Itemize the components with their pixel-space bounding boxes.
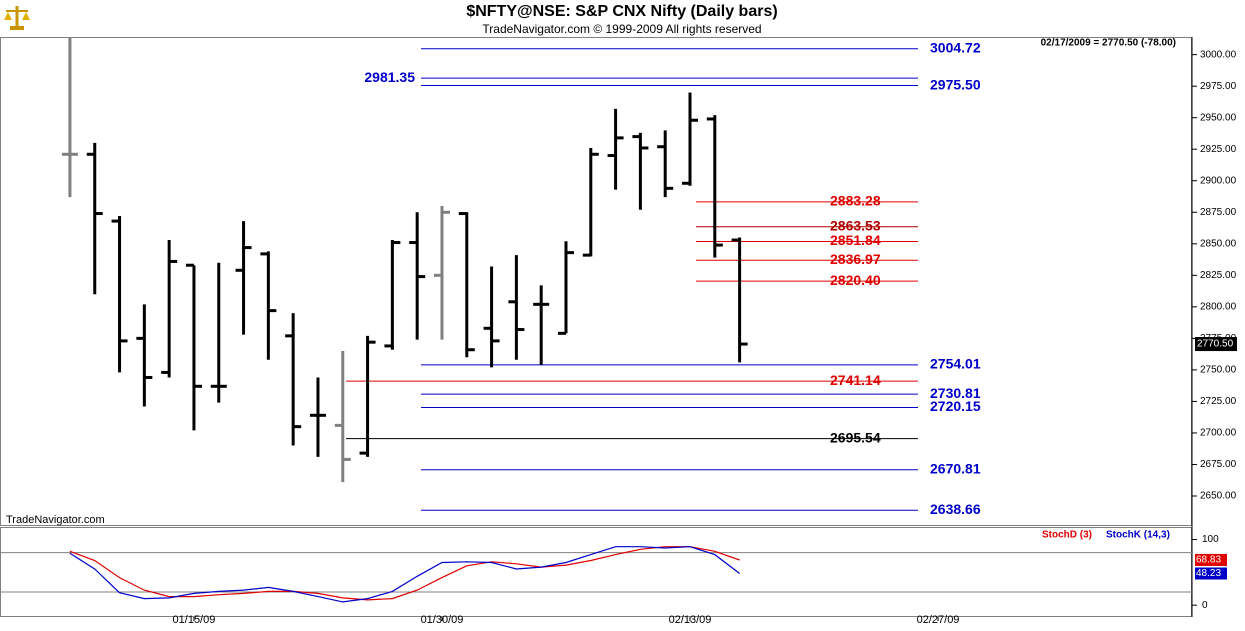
y-tick-label: 2875.00: [1200, 207, 1237, 218]
value-tag: [1195, 567, 1227, 580]
stoch-line: [69, 546, 740, 601]
value-tag-label: 48.23: [1196, 568, 1221, 579]
level-label: 2981.35: [364, 69, 415, 85]
value-tag-label: 68.83: [1196, 555, 1221, 566]
price-panel: [0, 37, 1192, 526]
y-tick-label: 2850.00: [1200, 238, 1237, 249]
level-label: 2720.15: [930, 398, 981, 414]
stoch-panel: [0, 527, 1192, 617]
value-tag: [1195, 553, 1227, 566]
y-tick-label: 100: [1202, 534, 1219, 545]
last-price-tag: [1195, 337, 1237, 352]
level-label: 2754.01: [930, 356, 981, 372]
x-tick-label: 02/27/09: [917, 614, 960, 626]
level-label: 2695.54: [830, 429, 881, 445]
logo: [2, 2, 32, 32]
y-tick-label: 0: [1202, 600, 1208, 611]
x-tick-label: 01/30/09: [421, 614, 464, 626]
y-tick-label: 2750.00: [1200, 365, 1237, 376]
y-tick-label: 2675.00: [1200, 459, 1237, 470]
level-label: 2638.66: [930, 501, 981, 517]
legend-label: StochK (14,3): [1106, 530, 1170, 541]
level-label: 2836.97: [830, 251, 881, 267]
watermark: TradeNavigator.com: [6, 514, 105, 526]
y-tick-label: 2725.00: [1200, 396, 1237, 407]
chart-title: $NFTY@NSE: S&P CNX Nifty (Daily bars): [466, 3, 777, 20]
y-tick-label: 2800.00: [1200, 301, 1237, 312]
y-tick-label: 2900.00: [1200, 175, 1237, 186]
y-tick-label: 2700.00: [1200, 428, 1237, 439]
level-label: 2851.84: [830, 232, 881, 248]
y-tick-label: 2650.00: [1200, 491, 1237, 502]
y-tick-label: 2950.00: [1200, 112, 1237, 123]
y-tick-label: 2975.00: [1200, 81, 1237, 92]
level-label: 2820.40: [830, 272, 881, 288]
y-tick-label: 2925.00: [1200, 144, 1237, 155]
level-label: 2883.28: [830, 193, 881, 209]
stoch-line: [69, 546, 740, 603]
level-label: 2863.53: [830, 217, 881, 233]
level-label: 2670.81: [930, 460, 981, 476]
level-label: 2730.81: [930, 385, 981, 401]
chart-subtitle: TradeNavigator.com © 1999-2009 All right…: [482, 22, 761, 36]
level-label: 3004.72: [930, 39, 981, 55]
legend-label: StochD (3): [1042, 530, 1092, 541]
last-price-label: 2770.50: [1197, 339, 1234, 350]
y-tick-label: 3000.00: [1200, 49, 1237, 60]
x-tick-label: 02/13/09: [669, 614, 712, 626]
level-label: 2741.14: [830, 372, 881, 388]
x-tick-label: 01/15/09: [173, 614, 216, 626]
y-tick-label: 2825.00: [1200, 270, 1237, 281]
quote-info: 02/17/2009 = 2770.50 (-78.00): [1041, 38, 1176, 49]
level-label: 2975.50: [930, 76, 981, 92]
